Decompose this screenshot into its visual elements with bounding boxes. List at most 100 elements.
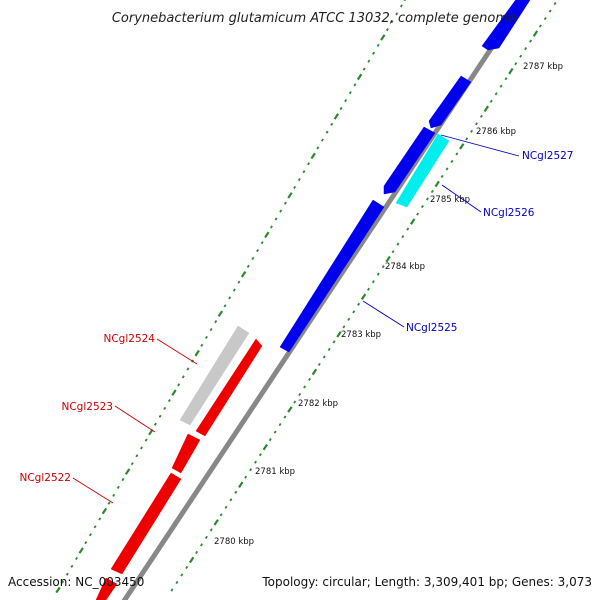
outer-tick-69	[84, 541, 88, 545]
gene-arrow-ncgl2527[interactable]	[383, 126, 436, 195]
outer-tick-37	[232, 288, 236, 292]
outer-tick-24	[293, 185, 297, 190]
gene-arrow-ncgl2528[interactable]	[481, 0, 531, 51]
gene-label-ncgl2523[interactable]: NCgl2523	[62, 401, 114, 413]
inner-tick-62	[254, 460, 257, 464]
inner-tick-53	[298, 392, 302, 397]
inner-tick-68	[224, 505, 228, 509]
inner-tick-14	[489, 99, 493, 103]
inner-tick-44	[342, 325, 346, 329]
gene-arrow-ncgl2522[interactable]	[110, 472, 182, 575]
outer-tick-36	[237, 280, 241, 284]
inner-tick-8	[519, 54, 523, 58]
inner-tick-1	[553, 1, 557, 6]
inner-tick-78	[175, 580, 179, 585]
outer-tick-4	[385, 27, 389, 32]
inner-tick-31	[406, 227, 410, 231]
outer-tick-48	[181, 375, 185, 379]
inner-tick-75	[188, 556, 195, 564]
outer-tick-20	[310, 152, 316, 160]
gene-label-ncgl2525[interactable]: NCgl2525	[406, 322, 458, 334]
outer-tick-43	[205, 335, 208, 339]
gene-arrow-ncgl2524[interactable]	[179, 325, 250, 426]
tick-label-2787: 2787 kbp	[523, 62, 563, 72]
inner-tick-13	[494, 92, 498, 96]
inner-tick-35	[385, 255, 391, 263]
outer-tick-42	[209, 327, 213, 332]
inner-tick-21	[455, 152, 459, 156]
inner-tick-79	[170, 588, 174, 592]
inner-tick-76	[185, 565, 189, 570]
gene-label-ncgl2522[interactable]: NCgl2522	[20, 472, 72, 484]
tick-label-2785: 2785 kbp	[430, 195, 470, 205]
inner-tick-42	[352, 310, 356, 314]
gene-arrow-ncgl2523[interactable]	[171, 433, 201, 474]
outer-tick-35	[240, 271, 247, 278]
gene-arrow-ncgl2524-red[interactable]	[195, 338, 263, 437]
inner-tick-72	[204, 535, 208, 539]
inner-tick-47	[327, 347, 331, 351]
outer-tick-13	[344, 99, 348, 103]
gene-label-ncgl2526[interactable]: NCgl2526	[483, 207, 535, 219]
inner-tick-40	[360, 293, 367, 301]
topology-label: Topology: circular; Length: 3,309,401 bp…	[261, 575, 592, 589]
inner-tick-5	[532, 30, 539, 37]
inner-tick-71	[209, 528, 213, 532]
outer-tick-1	[399, 4, 403, 8]
inner-tick-23	[445, 167, 449, 171]
outer-tick-70	[78, 547, 84, 554]
inner-tick-20	[459, 143, 465, 150]
gene-label-ncgl2527[interactable]: NCgl2527	[522, 150, 574, 162]
outer-tick-27	[279, 209, 283, 213]
outer-tick-50	[171, 389, 177, 396]
inner-tick-22	[450, 159, 454, 163]
gene-arrow-ncgl2521[interactable]	[95, 577, 118, 600]
inner-tick-61	[258, 453, 262, 457]
outer-tick-49	[177, 383, 181, 387]
inner-tick-7	[524, 47, 528, 51]
outer-tick-10	[356, 73, 363, 81]
outer-tick-53	[158, 414, 162, 418]
inner-tick-49	[317, 362, 321, 367]
outer-tick-5	[380, 34, 386, 41]
outer-tick-54	[153, 422, 157, 426]
tick-label-2780: 2780 kbp	[214, 537, 254, 547]
inner-tick-24	[440, 174, 444, 179]
inner-tick-37	[376, 272, 380, 276]
outer-tick-25	[287, 192, 293, 199]
outer-tick-38	[228, 296, 232, 300]
outer-tick-56	[144, 438, 148, 442]
tick-label-2782: 2782 kbp	[298, 399, 338, 409]
inner-tick-45	[336, 331, 342, 338]
outer-tick-75	[55, 586, 61, 594]
inner-tick-10	[508, 67, 514, 75]
inner-tick-34	[391, 250, 395, 254]
outer-tick-41	[214, 320, 218, 324]
inner-tick-32	[401, 235, 405, 239]
outer-tick-67	[93, 525, 97, 529]
inner-tick-3	[543, 16, 547, 21]
outer-tick-39	[223, 304, 227, 308]
inner-tick-30	[409, 218, 416, 225]
inner-tick-19	[465, 137, 469, 141]
inner-tick-15	[483, 105, 490, 113]
outer-tick-28	[274, 217, 278, 221]
outer-tick-32	[256, 249, 259, 253]
inner-tick-16	[479, 114, 483, 118]
gene-arrow-ncgl2526[interactable]	[395, 133, 450, 208]
outer-tick-15	[333, 113, 340, 120]
outer-tick-14	[339, 106, 343, 111]
outer-tick-33	[251, 256, 255, 261]
outer-tick-8	[367, 59, 371, 63]
inner-tick-77	[180, 573, 184, 577]
inner-tick-57	[278, 423, 282, 427]
inner-tick-18	[470, 129, 474, 133]
inner-tick-63	[249, 468, 253, 472]
gene-arrow-ncgl2525[interactable]	[279, 199, 385, 353]
gene-label-ncgl2524[interactable]: NCgl2524	[104, 333, 156, 345]
inner-tick-67	[229, 498, 233, 502]
outer-tick-34	[246, 264, 250, 268]
inner-tick-marks	[170, 1, 557, 592]
gene-arrow-ncgl2527a[interactable]	[428, 75, 472, 129]
